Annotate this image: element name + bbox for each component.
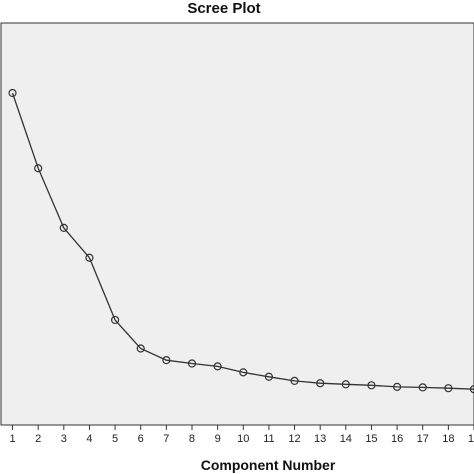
x-tick-label: 17 <box>417 433 429 445</box>
data-point <box>8 88 17 98</box>
x-tick-label: 13 <box>314 433 326 445</box>
data-point <box>162 356 171 365</box>
data-point <box>34 164 43 173</box>
data-point <box>469 385 474 394</box>
x-axis-label: Component Number <box>201 457 336 473</box>
data-point <box>367 381 376 390</box>
scree-points <box>8 88 474 394</box>
data-point <box>59 223 68 232</box>
plot-area <box>0 22 474 426</box>
x-tick-label: 7 <box>163 433 169 445</box>
x-tick-label: 14 <box>340 433 352 445</box>
data-point <box>110 315 120 325</box>
data-point <box>136 344 145 353</box>
x-tick-label: 12 <box>288 433 300 445</box>
x-tick-label: 2 <box>35 433 41 445</box>
x-tick-label: 16 <box>391 433 403 445</box>
data-point <box>341 380 350 389</box>
x-tick-label: 6 <box>138 433 144 445</box>
data-point <box>264 372 274 381</box>
scree-line <box>11 92 474 390</box>
x-tick-label: 5 <box>112 433 118 445</box>
data-point <box>239 368 248 377</box>
x-tick-label: 10 <box>237 433 249 445</box>
x-tick-label: 1 <box>9 433 15 445</box>
data-point <box>187 359 197 368</box>
data-point <box>418 383 427 392</box>
x-axis-tick-labels: 12345678910111213141516171819 <box>9 433 474 445</box>
x-tick-label: 3 <box>61 433 67 445</box>
x-axis-ticks <box>12 425 474 430</box>
x-tick-label: 19 <box>468 433 474 445</box>
data-point <box>316 379 325 388</box>
x-tick-label: 8 <box>189 433 195 445</box>
data-point <box>444 384 453 393</box>
x-tick-label: 18 <box>442 433 454 445</box>
data-point <box>290 376 299 386</box>
data-point <box>213 362 222 371</box>
data-point <box>392 382 402 391</box>
data-point <box>85 253 94 262</box>
x-tick-label: 15 <box>365 433 377 445</box>
x-tick-label: 4 <box>86 433 92 445</box>
x-tick-label: 9 <box>215 433 221 445</box>
x-tick-label: 11 <box>263 433 274 445</box>
chart-title: Scree Plot <box>187 0 260 17</box>
